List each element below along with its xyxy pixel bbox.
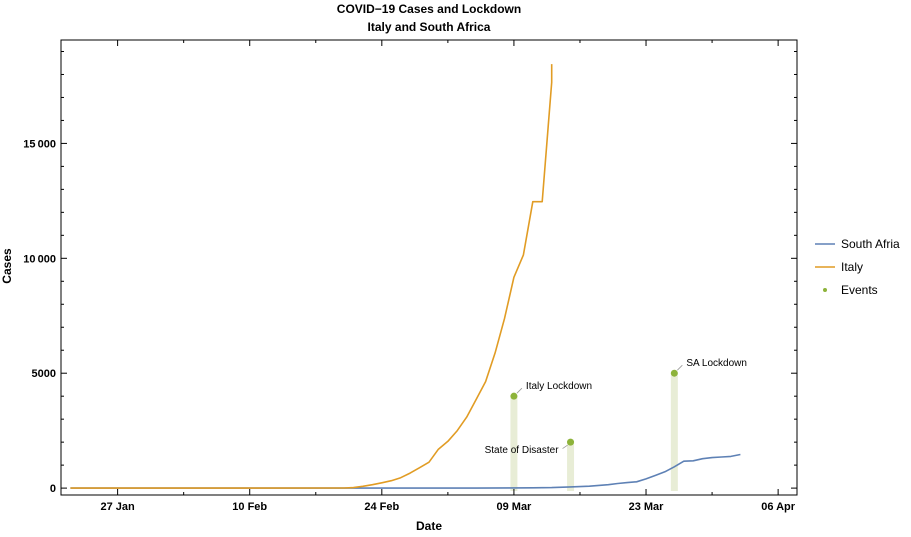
event-bar bbox=[670, 373, 678, 491]
event-point bbox=[567, 438, 575, 446]
legend-item-events: Events bbox=[823, 283, 878, 297]
event-label: SA Lockdown bbox=[686, 358, 747, 369]
legend-label-events: Events bbox=[841, 283, 878, 297]
event-bars bbox=[510, 373, 678, 491]
legend: South Afria Italy Events bbox=[815, 237, 900, 297]
series-line-south-afria bbox=[70, 453, 741, 489]
event-callout-line bbox=[562, 444, 568, 449]
series-line-italy bbox=[70, 64, 553, 489]
x-axis-ticks: 27 Jan 10 Feb 24 Feb 09 Mar 23 Mar 06 Apr bbox=[100, 40, 796, 513]
y-tick-label: 15 000 bbox=[23, 138, 56, 150]
event-point bbox=[510, 392, 518, 400]
x-tick-label: 24 Feb bbox=[364, 501, 399, 513]
legend-item-italy: Italy bbox=[815, 260, 863, 274]
event-bar bbox=[510, 396, 518, 491]
event-label: Italy Lockdown bbox=[526, 381, 592, 392]
series-layer bbox=[70, 64, 741, 489]
event-markers: Italy Lockdown State of Disaster SA Lockdo… bbox=[485, 358, 747, 456]
event-point bbox=[670, 369, 678, 377]
plot-area bbox=[60, 39, 798, 496]
legend-label-south-africa: South Afria bbox=[841, 237, 900, 251]
y-tick-label: 10 000 bbox=[23, 253, 56, 265]
event-bar bbox=[567, 442, 575, 491]
legend-swatch-events bbox=[823, 288, 827, 292]
legend-item-south-africa: South Afria bbox=[815, 237, 900, 251]
x-tick-label: 06 Apr bbox=[761, 501, 796, 513]
legend-label-italy: Italy bbox=[841, 260, 863, 274]
chart-subtitle: Italy and South Africa bbox=[368, 20, 491, 34]
x-tick-label: 23 Mar bbox=[629, 501, 665, 513]
x-tick-label: 10 Feb bbox=[232, 501, 267, 513]
chart-title: COVID−19 Cases and Lockdown bbox=[337, 2, 521, 16]
x-axis-label: Date bbox=[416, 519, 442, 533]
y-axis-label: Cases bbox=[0, 248, 14, 284]
x-tick-label: 27 Jan bbox=[100, 501, 135, 513]
plot-frame bbox=[60, 39, 798, 496]
y-axis-ticks: 0 5000 10 000 15 000 bbox=[23, 50, 797, 495]
event-callout-line bbox=[516, 387, 523, 394]
y-tick-label: 0 bbox=[50, 483, 56, 495]
x-tick-label: 09 Mar bbox=[496, 501, 532, 513]
event-callout-line bbox=[677, 364, 683, 371]
event-label: State of Disaster bbox=[485, 445, 560, 456]
y-tick-label: 5000 bbox=[32, 368, 56, 380]
